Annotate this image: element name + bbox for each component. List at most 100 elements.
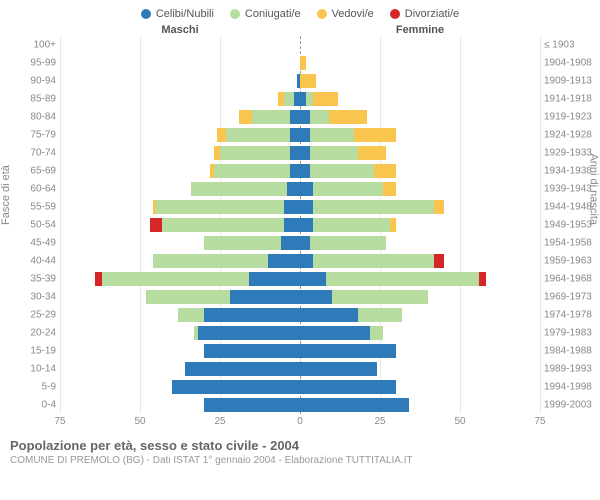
age-label: 35-39: [16, 274, 56, 285]
male-bar: [60, 146, 300, 160]
segment-v: [217, 128, 227, 142]
male-bar: [60, 236, 300, 250]
year-label: 1959-1963: [544, 256, 598, 267]
year-label: 1994-1998: [544, 382, 598, 393]
female-bar: [300, 146, 540, 160]
chart-title: Popolazione per età, sesso e stato civil…: [10, 438, 590, 453]
x-tick-label: 75: [534, 416, 545, 427]
female-bar: [300, 272, 540, 286]
segment-co: [156, 200, 284, 214]
x-tick-label: 0: [297, 416, 303, 427]
legend-label: Vedovi/e: [332, 8, 374, 20]
pyramid-row: 100+≤ 1903: [60, 36, 540, 54]
segment-co: [332, 290, 428, 304]
year-label: 1919-1923: [544, 112, 598, 123]
female-bar: [300, 200, 540, 214]
segment-v: [313, 92, 339, 106]
segment-c: [284, 218, 300, 232]
segment-c: [300, 164, 310, 178]
female-bar: [300, 74, 540, 88]
pyramid-row: 75-791924-1928: [60, 126, 540, 144]
pyramid-row: 90-941909-1913: [60, 72, 540, 90]
legend-swatch: [390, 9, 400, 19]
female-bar: [300, 92, 540, 106]
year-label: 1939-1943: [544, 184, 598, 195]
year-label: 1954-1958: [544, 238, 598, 249]
segment-v: [329, 110, 367, 124]
segment-c: [300, 218, 313, 232]
age-label: 60-64: [16, 184, 56, 195]
pyramid-row: 35-391964-1968: [60, 270, 540, 288]
segment-c: [300, 200, 313, 214]
age-label: 90-94: [16, 76, 56, 87]
segment-co: [310, 110, 329, 124]
age-label: 30-34: [16, 292, 56, 303]
x-tick-label: 50: [134, 416, 145, 427]
pyramid-row: 80-841919-1923: [60, 108, 540, 126]
pyramid-row: 70-741929-1933: [60, 144, 540, 162]
segment-v: [239, 110, 252, 124]
segment-c: [300, 326, 370, 340]
year-label: 1914-1918: [544, 94, 598, 105]
segment-co: [313, 218, 390, 232]
segment-v: [358, 146, 387, 160]
male-bar: [60, 290, 300, 304]
pyramid-row: 55-591944-1948: [60, 198, 540, 216]
segment-co: [252, 110, 290, 124]
male-bar: [60, 218, 300, 232]
pyramid-rows: 100+≤ 190395-991904-190890-941909-191385…: [60, 36, 540, 414]
year-label: 1934-1938: [544, 166, 598, 177]
segment-c: [300, 146, 310, 160]
year-label: 1999-2003: [544, 400, 598, 411]
segment-c: [300, 308, 358, 322]
pyramid-row: 50-541949-1953: [60, 216, 540, 234]
age-label: 80-84: [16, 112, 56, 123]
segment-c: [300, 362, 377, 376]
segment-co: [214, 164, 291, 178]
age-label: 50-54: [16, 220, 56, 231]
x-axis-ticks: 7550250255075: [0, 416, 600, 430]
pyramid-row: 15-191984-1988: [60, 342, 540, 360]
legend-label: Coniugati/e: [245, 8, 301, 20]
pyramid-row: 60-641939-1943: [60, 180, 540, 198]
legend-swatch: [230, 9, 240, 19]
chart: Fasce di età Anni di nascita 100+≤ 19039…: [0, 36, 600, 414]
female-bar: [300, 56, 540, 70]
segment-co: [191, 182, 287, 196]
female-bar: [300, 380, 540, 394]
legend-swatch: [141, 9, 151, 19]
age-label: 20-24: [16, 328, 56, 339]
segment-v: [383, 182, 396, 196]
segment-c: [287, 182, 300, 196]
pyramid-row: 65-691934-1938: [60, 162, 540, 180]
year-label: 1989-1993: [544, 364, 598, 375]
segment-co: [204, 236, 281, 250]
segment-v: [300, 74, 316, 88]
segment-c: [185, 362, 300, 376]
segment-co: [313, 182, 383, 196]
legend-item: Coniugati/e: [230, 8, 301, 20]
segment-co: [178, 308, 204, 322]
female-bar: [300, 344, 540, 358]
pyramid-row: 40-441959-1963: [60, 252, 540, 270]
pyramid-row: 0-41999-2003: [60, 396, 540, 414]
male-bar: [60, 308, 300, 322]
male-bar: [60, 362, 300, 376]
age-label: 85-89: [16, 94, 56, 105]
year-label: 1969-1973: [544, 292, 598, 303]
pyramid-row: 5-91994-1998: [60, 378, 540, 396]
segment-co: [326, 272, 480, 286]
segment-c: [204, 344, 300, 358]
segment-c: [300, 398, 409, 412]
year-label: 1979-1983: [544, 328, 598, 339]
age-label: 75-79: [16, 130, 56, 141]
pyramid-row: 25-291974-1978: [60, 306, 540, 324]
segment-c: [300, 272, 326, 286]
segment-v: [300, 56, 306, 70]
segment-co: [310, 236, 387, 250]
header-female: Femmine: [300, 24, 540, 36]
segment-d: [479, 272, 485, 286]
segment-c: [300, 182, 313, 196]
segment-c: [300, 344, 396, 358]
male-bar: [60, 254, 300, 268]
